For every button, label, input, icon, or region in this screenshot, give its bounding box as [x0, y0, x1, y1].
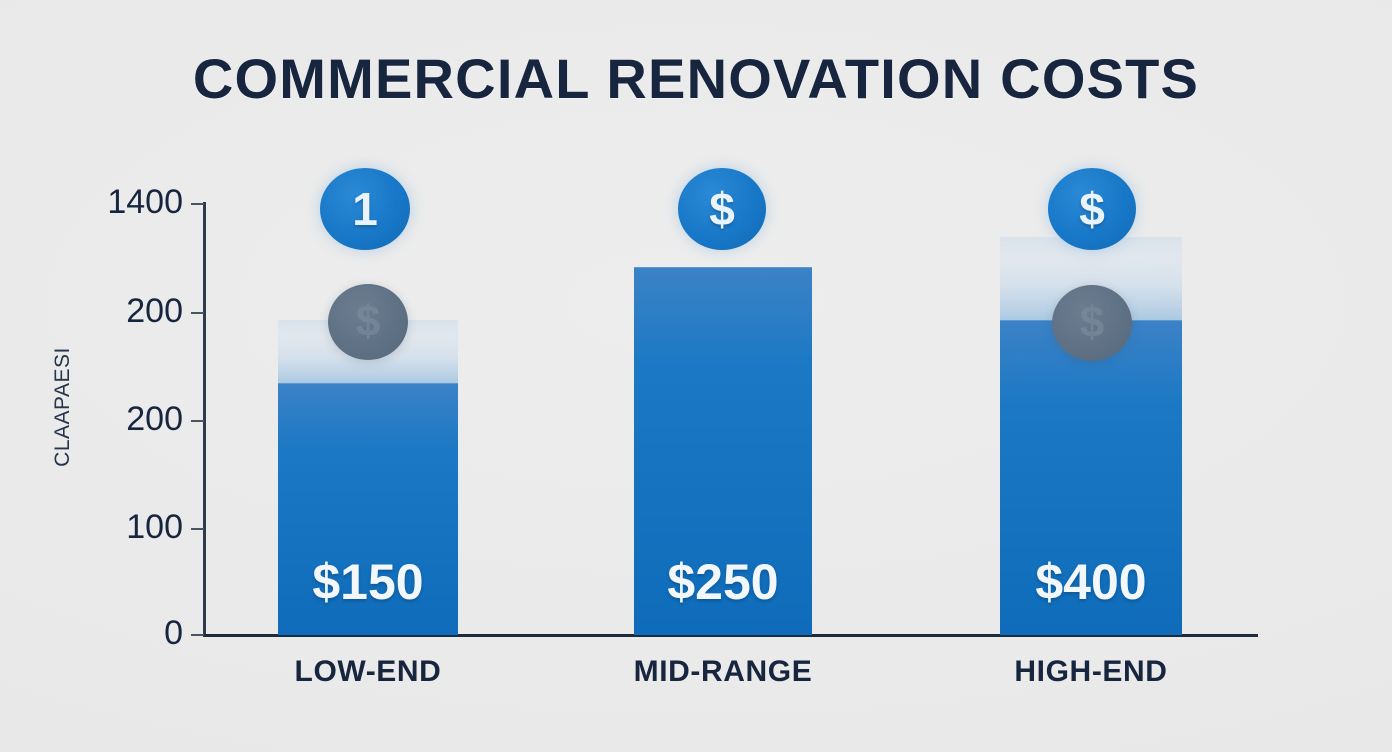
x-axis-line [203, 634, 1258, 637]
dollar-icon-mid-range[interactable]: $ [678, 168, 766, 250]
badge-label: $ [355, 297, 381, 346]
badge-label: 1 [352, 183, 378, 235]
y-tick-mark [191, 420, 204, 422]
y-tick-mark [191, 312, 204, 314]
y-tick-mark [191, 528, 204, 530]
dollar-icon-high-end[interactable]: $ [1048, 168, 1136, 250]
y-tick-mark [191, 634, 204, 636]
y-tick-label: 1400 [107, 183, 183, 221]
y-axis-title: CLAAPAESI [51, 347, 74, 467]
bar-low-end[interactable]: $150 [278, 320, 458, 635]
bar-fill [278, 383, 458, 635]
y-tick-label: 200 [126, 292, 183, 330]
y-axis-line [203, 202, 206, 637]
bar-fill [1000, 320, 1182, 635]
bar-mid-range[interactable]: $250 [634, 267, 812, 635]
category-label-mid-range: MID-RANGE [633, 655, 813, 688]
dollar-icon-overlay-high-end: $ [1052, 285, 1132, 361]
bar-fill [634, 267, 812, 635]
y-tick-label: 200 [126, 400, 183, 438]
y-tick-mark [191, 203, 204, 205]
category-label-high-end: HIGH-END [1014, 655, 1168, 688]
badge-label: $ [1079, 298, 1105, 347]
dollar-icon-overlay-low-end: $ [328, 284, 408, 360]
page-title: COMMERCIAL RENOVATION COSTS [192, 47, 1200, 110]
badge-label: $ [709, 183, 735, 235]
y-tick-label: 100 [126, 508, 183, 546]
y-tick-label: 0 [164, 614, 183, 652]
badge-label: $ [1079, 183, 1105, 235]
badge-icon-rank-1[interactable]: 1 [320, 168, 410, 250]
category-label-low-end: LOW-END [294, 655, 442, 688]
